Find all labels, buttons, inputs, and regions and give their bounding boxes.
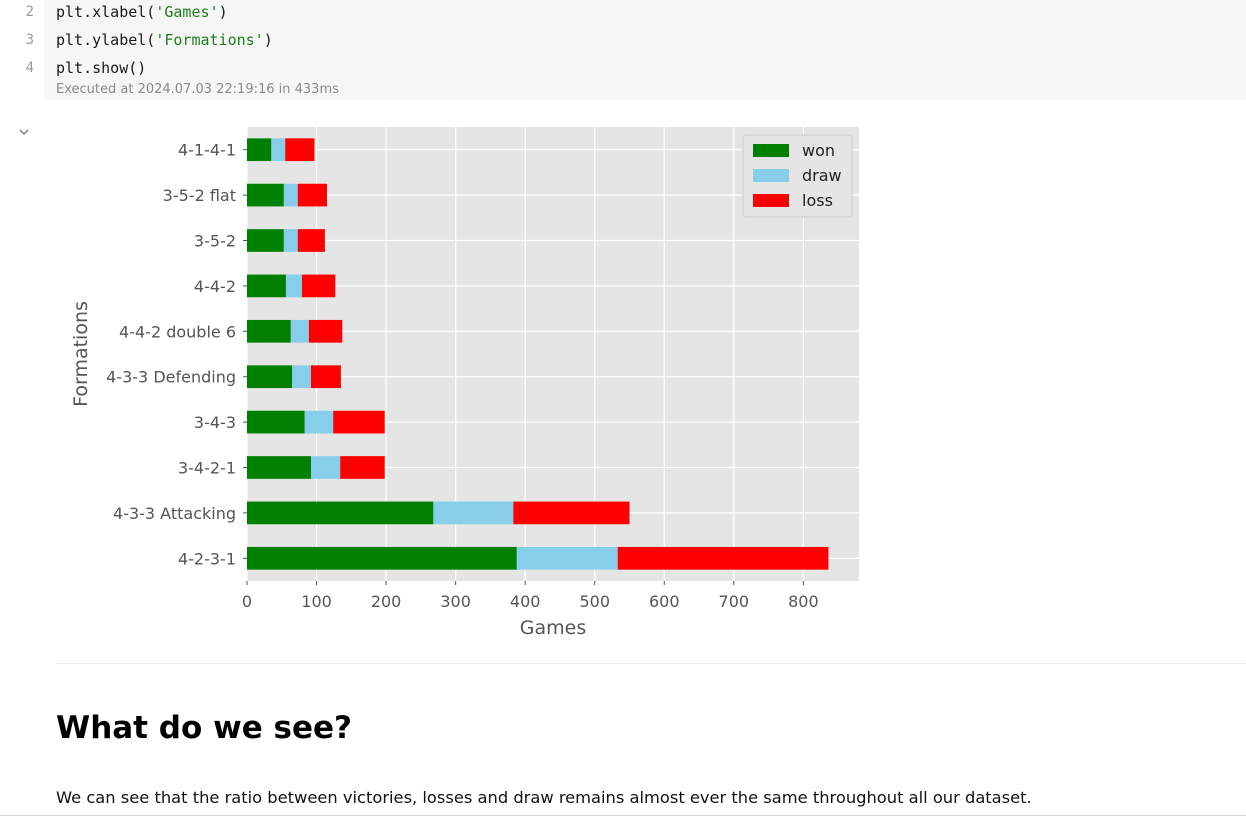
bar-segment-draw [433, 501, 514, 525]
y-tick-label: 4-1-4-1 [178, 141, 236, 160]
line-number: 4 [25, 60, 34, 76]
bar-segment-loss [297, 183, 327, 207]
bar-segment-draw [283, 183, 298, 207]
code-cell[interactable]: 2 3 4 plt.xlabel('Games') plt.ylabel('Fo… [0, 0, 1246, 100]
bar-segment-won [247, 546, 517, 570]
bar-segment-draw [310, 456, 341, 479]
x-tick-label: 400 [510, 592, 541, 611]
bar-segment-loss [308, 319, 343, 343]
code-token: plt.ylabel( [56, 31, 156, 49]
bar-segment-loss [285, 138, 315, 162]
bar-segment-loss [310, 365, 341, 389]
bar-segment-won [247, 274, 286, 298]
cell-divider [0, 815, 1246, 816]
bar-segment-draw [285, 274, 302, 298]
bar-segment-won [247, 138, 272, 162]
bar-segment-loss [333, 410, 385, 434]
code-line[interactable]: plt.ylabel('Formations') [56, 31, 273, 49]
bar-segment-loss [513, 501, 630, 525]
bar-segment-draw [271, 138, 286, 162]
legend-swatch-loss [753, 194, 789, 207]
x-tick-label: 700 [719, 592, 750, 611]
legend-swatch-draw [753, 169, 789, 182]
code-string: 'Formations' [155, 31, 264, 49]
x-tick-label: 200 [371, 592, 402, 611]
y-tick-label: 4-3-3 Defending [106, 368, 236, 387]
code-token: plt.show() [56, 59, 147, 77]
x-tick-label: 300 [440, 592, 471, 611]
y-axis-label: Formations [70, 301, 92, 407]
bar-segment-won [247, 456, 311, 479]
code-line[interactable]: plt.xlabel('Games') [56, 3, 228, 21]
y-tick-label: 3-5-2 [194, 232, 236, 251]
y-tick-label: 3-5-2 flat [163, 186, 236, 205]
legend-swatch-won [753, 144, 789, 157]
bar-segment-draw [290, 319, 309, 343]
bar-segment-draw [283, 229, 298, 252]
line-number: 3 [25, 32, 34, 48]
legend-label: loss [802, 191, 833, 210]
bar-segment-loss [301, 274, 336, 298]
y-tick-label: 3-4-3 [194, 413, 236, 432]
y-tick-label: 4-2-3-1 [178, 549, 236, 568]
code-token: ) [263, 31, 273, 49]
markdown-paragraph: We can see that the ratio between victor… [56, 788, 1032, 807]
y-tick-label: 4-4-2 double 6 [119, 322, 236, 341]
bar-segment-won [247, 183, 284, 207]
bar-segment-loss [340, 456, 385, 479]
stacked-bar-chart: 4-1-4-1 3-5-2 flat 3-5-2 4-4-2 4-4-2 double … [70, 127, 859, 639]
x-tick-label: 100 [301, 592, 332, 611]
code-line[interactable]: plt.show() [56, 59, 146, 77]
x-tick-label: 500 [579, 592, 610, 611]
code-string: 'Games' [155, 3, 219, 21]
markdown-heading: What do we see? [56, 710, 353, 746]
code-token: plt.xlabel( [56, 3, 156, 21]
bar-segment-loss [297, 229, 325, 252]
bar-segment-won [247, 501, 434, 525]
x-tick-label: 800 [788, 592, 819, 611]
bar-segment-won [247, 319, 291, 343]
x-tick-label: 0 [242, 592, 252, 611]
execution-status: Executed at 2024.07.03 22:19:16 in 433ms [56, 82, 339, 97]
y-tick-label: 4-4-2 [194, 277, 236, 296]
chevron-down-icon[interactable] [16, 124, 32, 140]
y-tick-label: 4-3-3 Attacking [113, 504, 236, 523]
code-token: ) [218, 3, 228, 21]
bar-segment-draw [304, 410, 334, 434]
code-editor[interactable] [44, 0, 1246, 100]
bar-segment-won [247, 410, 305, 434]
cell-divider [56, 663, 1246, 664]
line-number: 2 [25, 4, 34, 20]
x-tick-label: 600 [649, 592, 680, 611]
bar-segment-loss [617, 546, 829, 570]
bar-segment-draw [516, 546, 618, 570]
bar-segment-won [247, 365, 293, 389]
legend-label: draw [802, 166, 842, 185]
bar-segment-draw [292, 365, 311, 389]
bar-segment-won [247, 229, 284, 252]
x-axis-label: Games [520, 617, 586, 639]
legend-label: won [802, 141, 835, 160]
y-tick-label: 3-4-2-1 [178, 459, 236, 478]
